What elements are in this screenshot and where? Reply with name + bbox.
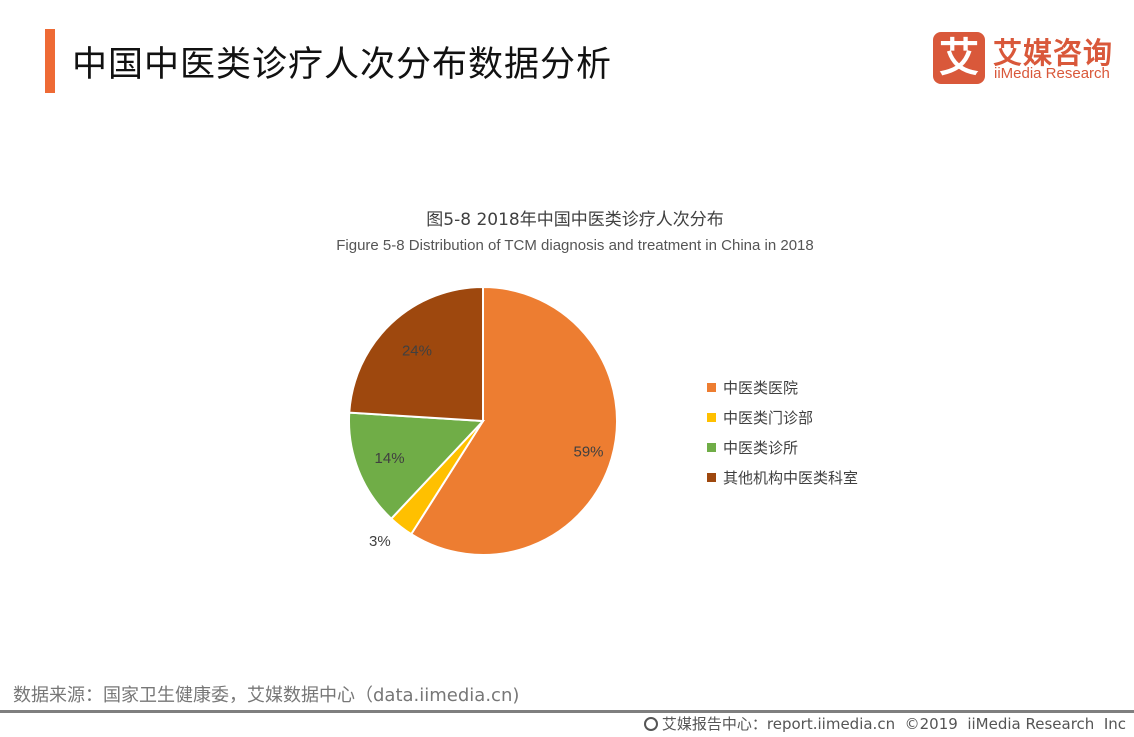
globe-icon	[643, 716, 658, 731]
pie-slice	[348, 285, 484, 423]
chart-subtitle: Figure 5-8 Distribution of TCM diagnosis…	[336, 237, 814, 254]
page-title: 中国中医类诊疗人次分布数据分析	[72, 45, 613, 85]
title-accent-bar	[45, 29, 55, 93]
footer-text: 艾媒报告中心：report.iimedia.cn ©2019 iiMedia R…	[661, 715, 1126, 733]
legend-item: 中医类诊所	[707, 432, 858, 462]
logo-name-en: iiMedia Research	[994, 65, 1110, 82]
footer-divider	[0, 710, 1134, 713]
legend-label: 中医类诊所	[723, 438, 799, 457]
chart-legend: 中医类医院 中医类门诊部 中医类诊所 其他机构中医类科室	[707, 372, 858, 492]
legend-label: 其他机构中医类科室	[723, 468, 859, 487]
legend-label: 中医类门诊部	[723, 408, 814, 427]
footer: 艾媒报告中心：report.iimedia.cn ©2019 iiMedia R…	[643, 713, 1126, 734]
pie-slice	[348, 411, 486, 521]
legend-item: 其他机构中医类科室	[707, 462, 858, 492]
legend-swatch-icon	[707, 382, 716, 392]
pie-data-label: 59%	[574, 444, 604, 461]
chart-title: 图5-8 2018年中国中医类诊疗人次分布	[426, 210, 724, 230]
data-source: 数据来源：国家卫生健康委，艾媒数据中心（data.iimedia.cn)	[13, 685, 520, 706]
pie-data-label: 3%	[369, 533, 391, 550]
brand-logo: 艾 艾媒咨询 iiMedia Research	[933, 32, 1113, 87]
pie-data-label: 14%	[375, 450, 405, 467]
pie-data-label: 24%	[402, 343, 432, 360]
logo-name-cn: 艾媒咨询	[993, 36, 1114, 70]
legend-item: 中医类门诊部	[707, 402, 858, 432]
pie-slice	[409, 285, 618, 556]
legend-swatch-icon	[707, 472, 716, 482]
legend-swatch-icon	[707, 412, 716, 422]
logo-mark-icon: 艾	[933, 32, 985, 84]
legend-swatch-icon	[707, 442, 716, 452]
legend-label: 中医类医院	[723, 378, 799, 397]
legend-item: 中医类医院	[707, 372, 858, 402]
